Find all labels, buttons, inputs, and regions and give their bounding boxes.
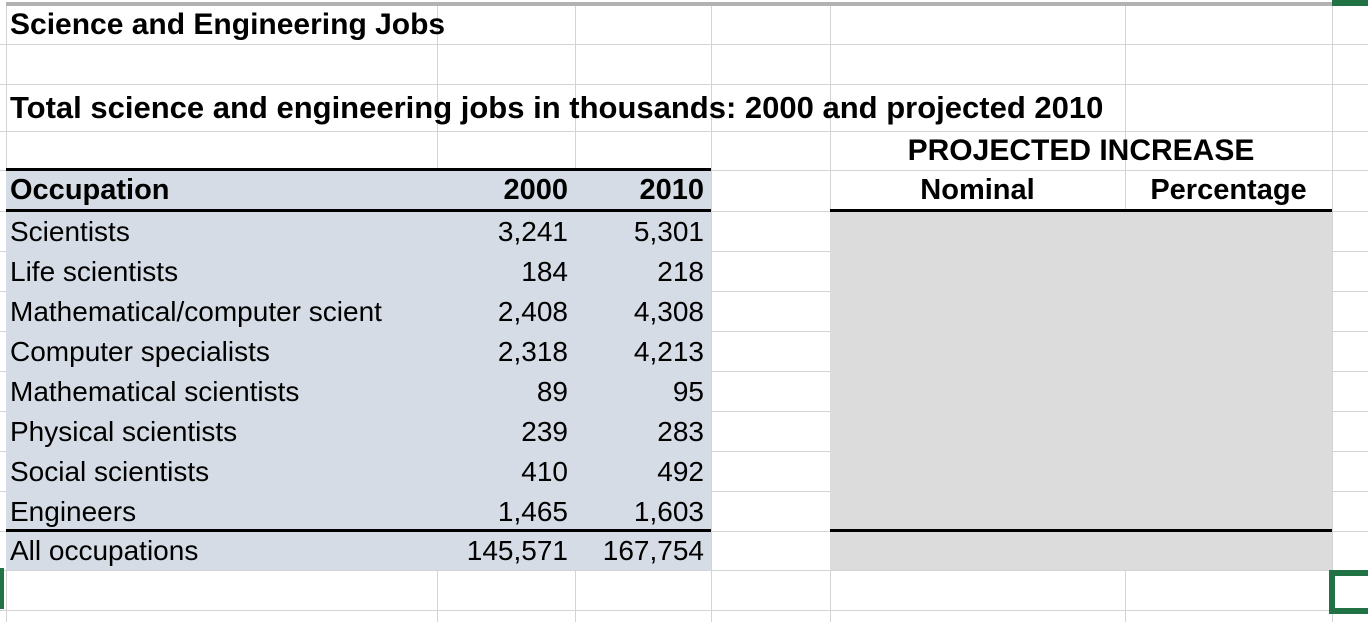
sheet-subtitle-cell[interactable]: Total science and engineering jobs in th… <box>10 90 1104 125</box>
value-2000-cell[interactable]: 2,318 <box>497 336 568 367</box>
gridline-h <box>0 131 1368 132</box>
projected-increase-fill <box>830 211 1332 570</box>
projected-increase-header[interactable]: PROJECTED INCREASE <box>907 134 1255 167</box>
total-2010-cell[interactable]: 167,754 <box>602 535 704 566</box>
gridline-h <box>0 570 1368 571</box>
header-occupation[interactable]: Occupation <box>10 174 170 206</box>
projected-total-border <box>830 529 1332 532</box>
value-2000-cell[interactable]: 410 <box>521 456 568 487</box>
occupation-table-fill <box>6 170 711 570</box>
value-2000-cell[interactable]: 3,241 <box>497 216 568 247</box>
value-2010-cell[interactable]: 95 <box>672 376 704 407</box>
header-2010[interactable]: 2010 <box>639 174 704 206</box>
value-2000-cell[interactable]: 184 <box>521 256 568 287</box>
selected-column-accent <box>1332 0 1368 6</box>
gridline-v <box>711 6 712 622</box>
table-top-border <box>6 168 711 171</box>
gridline-h <box>0 84 1368 85</box>
projected-header-border <box>830 209 1332 212</box>
occupation-cell[interactable]: Computer specialists <box>10 336 270 367</box>
total-occupation-cell[interactable]: All occupations <box>10 535 199 566</box>
gridline-v <box>1332 6 1333 622</box>
gridline-h <box>0 44 1368 45</box>
occupation-cell[interactable]: Physical scientists <box>10 416 238 447</box>
table-header-border <box>6 209 711 212</box>
value-2000-cell[interactable]: 239 <box>521 416 568 447</box>
header-2000[interactable]: 2000 <box>503 174 568 206</box>
occupation-cell[interactable]: Engineers <box>10 496 137 527</box>
active-cell-selection[interactable] <box>1329 570 1368 614</box>
column-header-strip <box>6 2 1332 6</box>
value-2010-cell[interactable]: 218 <box>657 256 704 287</box>
gridline-h <box>0 610 1368 611</box>
occupation-cell[interactable]: Social scientists <box>10 456 210 487</box>
total-2000-cell[interactable]: 145,571 <box>466 535 568 566</box>
value-2000-cell[interactable]: 2,408 <box>497 296 568 327</box>
occupation-cell[interactable]: Scientists <box>10 216 130 247</box>
value-2010-cell[interactable]: 283 <box>657 416 704 447</box>
value-2000-cell[interactable]: 1,465 <box>497 496 568 527</box>
header-nominal[interactable]: Nominal <box>920 174 1035 206</box>
value-2010-cell[interactable]: 4,213 <box>633 336 704 367</box>
occupation-cell[interactable]: Mathematical scientists <box>10 376 300 407</box>
header-percentage[interactable]: Percentage <box>1150 174 1307 206</box>
table-total-border <box>6 529 711 532</box>
value-2000-cell[interactable]: 89 <box>536 376 568 407</box>
occupation-cell[interactable]: Life scientists <box>10 256 179 287</box>
value-2010-cell[interactable]: 5,301 <box>633 216 704 247</box>
occupation-cell[interactable]: Mathematical/computer scient <box>10 296 382 327</box>
value-2010-cell[interactable]: 1,603 <box>633 496 704 527</box>
sheet-title-cell[interactable]: Science and Engineering Jobs <box>10 8 446 41</box>
value-2010-cell[interactable]: 492 <box>657 456 704 487</box>
selected-row-accent <box>0 568 4 609</box>
value-2010-cell[interactable]: 4,308 <box>633 296 704 327</box>
